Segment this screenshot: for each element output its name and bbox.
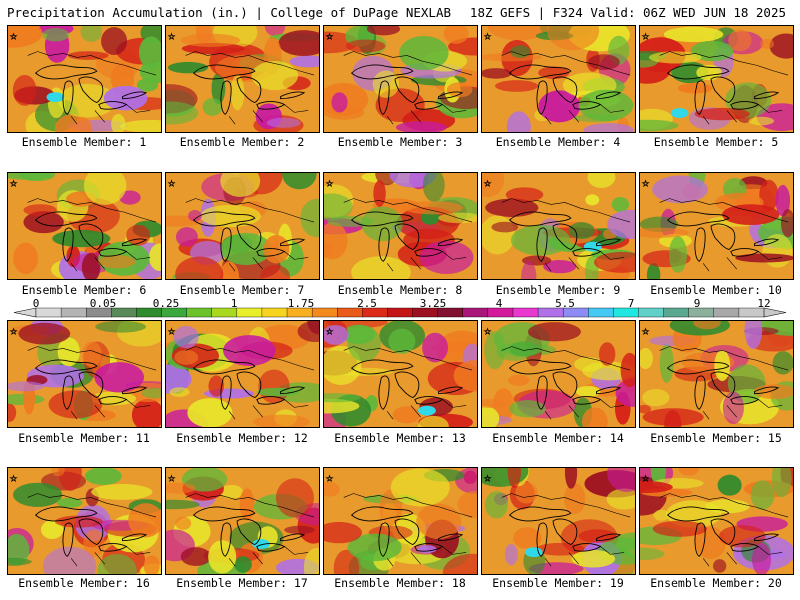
ensemble-member-map: ☆ xyxy=(7,320,162,428)
ensemble-member-caption: Ensemble Member: 2 xyxy=(179,135,305,149)
svg-text:☆: ☆ xyxy=(168,29,175,43)
ensemble-member-map: ☆ xyxy=(323,320,478,428)
legend-swatch xyxy=(311,307,338,318)
ensemble-member-caption: Ensemble Member: 8 xyxy=(337,283,463,297)
svg-text:☆: ☆ xyxy=(642,176,649,190)
svg-text:☆: ☆ xyxy=(326,324,333,338)
ensemble-member-map: ☆ xyxy=(481,25,636,133)
ensemble-member-map: ☆ xyxy=(7,467,162,575)
legend-tick-label: 2.5 xyxy=(357,297,377,310)
legend-swatch xyxy=(613,307,639,318)
legend-max-arrow xyxy=(763,307,787,318)
color-scale-legend xyxy=(13,307,787,318)
legend-tick-label: 0.05 xyxy=(89,297,117,310)
ensemble-member-map: ☆ xyxy=(323,467,478,575)
svg-text:☆: ☆ xyxy=(326,471,333,485)
svg-text:☆: ☆ xyxy=(326,29,333,43)
svg-text:☆: ☆ xyxy=(484,29,491,43)
svg-text:☆: ☆ xyxy=(168,176,175,190)
ensemble-member-caption: Ensemble Member: 1 xyxy=(21,135,147,149)
legend-swatch xyxy=(688,307,715,318)
svg-text:☆: ☆ xyxy=(484,324,491,338)
ensemble-member-caption: Ensemble Member: 9 xyxy=(495,283,621,297)
legend-swatch xyxy=(663,307,690,318)
ensemble-member-caption: Ensemble Member: 4 xyxy=(495,135,621,149)
ensemble-member-caption: Ensemble Member: 18 xyxy=(334,576,466,590)
legend-swatch xyxy=(387,307,414,318)
legend-tick-label: 1.75 xyxy=(287,297,315,310)
legend-tick-label: 5.5 xyxy=(555,297,575,310)
legend-tick-label: 3.25 xyxy=(419,297,447,310)
ensemble-member-caption: Ensemble Member: 17 xyxy=(176,576,308,590)
ensemble-member-caption: Ensemble Member: 10 xyxy=(650,283,782,297)
ensemble-member-map: ☆ xyxy=(481,467,636,575)
legend-swatch xyxy=(512,307,539,318)
ensemble-member-caption: Ensemble Member: 15 xyxy=(650,431,782,445)
ensemble-member-map: ☆ xyxy=(165,467,320,575)
ensemble-member-map: ☆ xyxy=(323,172,478,280)
ensemble-member-caption: Ensemble Member: 5 xyxy=(653,135,779,149)
ensemble-member-map: ☆ xyxy=(323,25,478,133)
ensemble-member-map: ☆ xyxy=(165,25,320,133)
ensemble-member-caption: Ensemble Member: 20 xyxy=(650,576,782,590)
legend-swatch xyxy=(60,307,87,318)
map-title: Precipitation Accumulation (in.) | Colle… xyxy=(7,5,452,20)
legend-tick-label: 0.25 xyxy=(152,297,180,310)
svg-text:☆: ☆ xyxy=(10,471,17,485)
svg-text:☆: ☆ xyxy=(168,471,175,485)
ensemble-member-map: ☆ xyxy=(7,25,162,133)
svg-text:☆: ☆ xyxy=(642,324,649,338)
legend-tick-label: 4 xyxy=(495,297,503,310)
legend-tick-label: 12 xyxy=(757,297,771,310)
svg-text:☆: ☆ xyxy=(10,176,17,190)
ensemble-member-map: ☆ xyxy=(639,467,794,575)
ensemble-member-map: ☆ xyxy=(165,172,320,280)
ensemble-member-caption: Ensemble Member: 14 xyxy=(492,431,624,445)
ensemble-member-caption: Ensemble Member: 19 xyxy=(492,576,624,590)
ensemble-member-map: ☆ xyxy=(639,320,794,428)
ensemble-member-caption: Ensemble Member: 6 xyxy=(21,283,147,297)
legend-tick-label: 1 xyxy=(230,297,238,310)
svg-text:☆: ☆ xyxy=(10,324,17,338)
legend-swatch xyxy=(236,307,263,318)
ensemble-member-map: ☆ xyxy=(639,172,794,280)
svg-text:☆: ☆ xyxy=(642,29,649,43)
svg-text:☆: ☆ xyxy=(10,29,17,43)
legend-swatch xyxy=(713,307,740,318)
legend-swatch xyxy=(35,307,62,318)
svg-text:☆: ☆ xyxy=(484,176,491,190)
ensemble-member-caption: Ensemble Member: 12 xyxy=(176,431,308,445)
ensemble-member-map: ☆ xyxy=(639,25,794,133)
ensemble-member-map: ☆ xyxy=(481,172,636,280)
legend-tick-label: 0 xyxy=(32,297,40,310)
legend-swatch xyxy=(462,307,489,318)
svg-text:☆: ☆ xyxy=(326,176,333,190)
ensemble-member-map: ☆ xyxy=(165,320,320,428)
svg-text:☆: ☆ xyxy=(642,471,649,485)
ensemble-member-caption: Ensemble Member: 16 xyxy=(18,576,150,590)
ensemble-member-map: ☆ xyxy=(481,320,636,428)
model-run-info: 18Z GEFS | F324 Valid: 06Z WED JUN 18 20… xyxy=(469,5,786,20)
ensemble-member-caption: Ensemble Member: 7 xyxy=(179,283,305,297)
legend-swatch xyxy=(638,307,665,318)
legend-swatch xyxy=(186,307,213,318)
legend-swatch xyxy=(261,307,288,318)
svg-text:☆: ☆ xyxy=(484,471,491,485)
legend-swatch xyxy=(588,307,614,318)
ensemble-member-caption: Ensemble Member: 11 xyxy=(18,431,150,445)
ensemble-member-map: ☆ xyxy=(7,172,162,280)
svg-text:☆: ☆ xyxy=(168,324,175,338)
legend-tick-label: 9 xyxy=(693,297,701,310)
ensemble-member-caption: Ensemble Member: 3 xyxy=(337,135,463,149)
legend-tick-label: 7 xyxy=(627,297,635,310)
ensemble-member-caption: Ensemble Member: 13 xyxy=(334,431,466,445)
